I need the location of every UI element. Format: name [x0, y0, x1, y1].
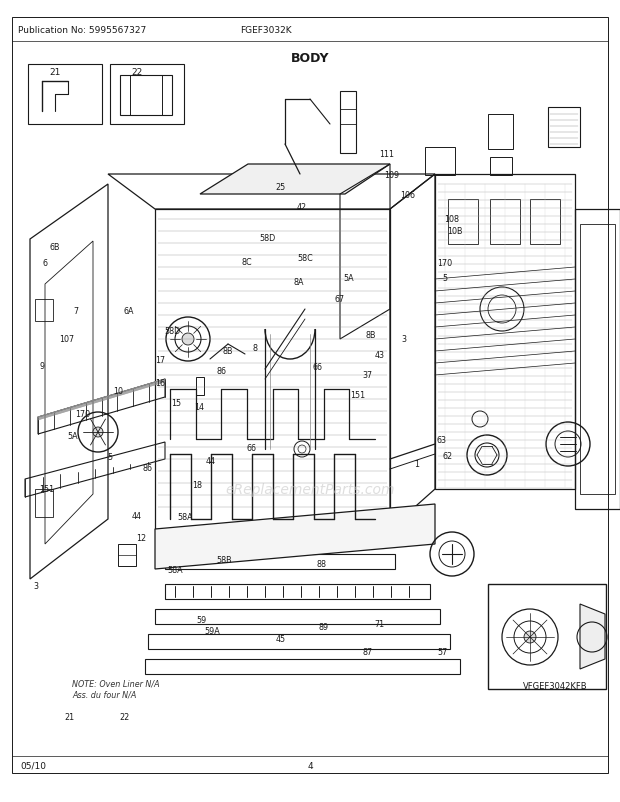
Text: 66: 66: [247, 443, 257, 452]
Circle shape: [182, 334, 194, 346]
Text: 86: 86: [143, 463, 153, 472]
Text: 21: 21: [50, 68, 61, 77]
Text: 58A: 58A: [177, 512, 193, 522]
Text: 59: 59: [197, 615, 206, 625]
Bar: [35, 300, 53, 322]
Text: 14: 14: [195, 402, 205, 411]
Text: 9: 9: [40, 362, 45, 371]
Bar: [488, 115, 513, 150]
Circle shape: [524, 631, 536, 643]
Bar: [548, 107, 580, 148]
Text: 67: 67: [335, 294, 345, 304]
Text: 58B: 58B: [216, 555, 232, 565]
Bar: [490, 200, 520, 245]
Text: 42: 42: [297, 202, 307, 212]
Text: 170: 170: [75, 409, 90, 419]
Text: 106: 106: [400, 190, 415, 200]
Bar: [340, 92, 356, 154]
Text: 05/10: 05/10: [20, 761, 46, 770]
Text: 17: 17: [155, 355, 165, 365]
Bar: [110, 65, 184, 125]
Circle shape: [93, 427, 103, 437]
Text: 3: 3: [33, 581, 38, 590]
Text: 58A: 58A: [167, 565, 184, 574]
Bar: [448, 200, 478, 245]
Text: 59A: 59A: [205, 626, 221, 636]
Text: 12: 12: [136, 533, 146, 542]
Bar: [488, 585, 606, 689]
Text: 7: 7: [74, 306, 79, 316]
Bar: [196, 378, 204, 395]
Text: 5: 5: [108, 452, 113, 462]
Text: 58D: 58D: [260, 233, 276, 243]
Text: 3: 3: [402, 334, 407, 344]
Text: 107: 107: [60, 334, 74, 344]
Text: Publication No: 5995567327: Publication No: 5995567327: [18, 26, 146, 35]
Text: 18: 18: [192, 480, 202, 490]
Text: 5: 5: [443, 273, 448, 283]
Text: 43: 43: [375, 350, 385, 360]
Text: 10B: 10B: [446, 226, 462, 236]
Text: eReplacementParts.com: eReplacementParts.com: [225, 482, 395, 496]
Text: 8A: 8A: [294, 277, 304, 287]
Polygon shape: [580, 604, 605, 669]
Text: 10: 10: [113, 386, 123, 395]
Bar: [28, 65, 102, 125]
Text: 111: 111: [379, 150, 394, 160]
Text: 21: 21: [64, 711, 74, 721]
Text: 22: 22: [119, 711, 129, 721]
Polygon shape: [155, 504, 435, 569]
Text: 109: 109: [384, 170, 399, 180]
Text: 62: 62: [443, 451, 453, 460]
Text: 151: 151: [350, 390, 365, 399]
Text: 57: 57: [437, 647, 447, 657]
Text: 6: 6: [43, 258, 48, 268]
Text: VFGEF3042KFB: VFGEF3042KFB: [523, 681, 587, 691]
Bar: [425, 148, 455, 176]
Text: 44: 44: [206, 456, 216, 466]
Bar: [490, 158, 512, 176]
Text: 88: 88: [316, 559, 326, 569]
Text: 86: 86: [217, 367, 227, 376]
Text: 37: 37: [362, 370, 372, 379]
Polygon shape: [200, 164, 390, 195]
Text: 6A: 6A: [124, 306, 134, 316]
Text: 170: 170: [438, 258, 453, 268]
Text: 108: 108: [444, 214, 459, 224]
Bar: [120, 76, 172, 115]
Text: 8B: 8B: [223, 346, 233, 356]
Text: 1: 1: [414, 459, 419, 468]
Bar: [530, 200, 560, 245]
Text: 44: 44: [131, 511, 141, 520]
Bar: [35, 489, 53, 517]
Text: 5A: 5A: [343, 273, 354, 283]
Text: 8: 8: [253, 343, 258, 353]
Text: 8C: 8C: [241, 257, 252, 267]
Text: 6B: 6B: [50, 242, 60, 252]
Text: 25: 25: [275, 182, 285, 192]
Text: 89: 89: [319, 622, 329, 632]
Text: 87: 87: [363, 647, 373, 657]
Text: 71: 71: [374, 619, 384, 629]
Text: 58D: 58D: [164, 326, 180, 336]
Text: 58C: 58C: [297, 253, 313, 263]
Text: 16: 16: [155, 378, 165, 387]
Text: 8B: 8B: [366, 330, 376, 340]
Text: 63: 63: [436, 435, 446, 444]
Text: FGEF3032K: FGEF3032K: [240, 26, 291, 35]
Text: 151: 151: [39, 484, 54, 494]
Text: 5A: 5A: [68, 431, 79, 440]
Text: 45: 45: [276, 634, 286, 644]
Text: 22: 22: [131, 68, 143, 77]
Text: 4: 4: [307, 761, 313, 770]
Text: 15: 15: [172, 398, 182, 407]
Text: NOTE: Oven Liner N/A
Ass. du four N/A: NOTE: Oven Liner N/A Ass. du four N/A: [72, 679, 159, 699]
Text: BODY: BODY: [291, 52, 329, 65]
Bar: [118, 545, 136, 566]
Text: 66: 66: [312, 363, 322, 372]
